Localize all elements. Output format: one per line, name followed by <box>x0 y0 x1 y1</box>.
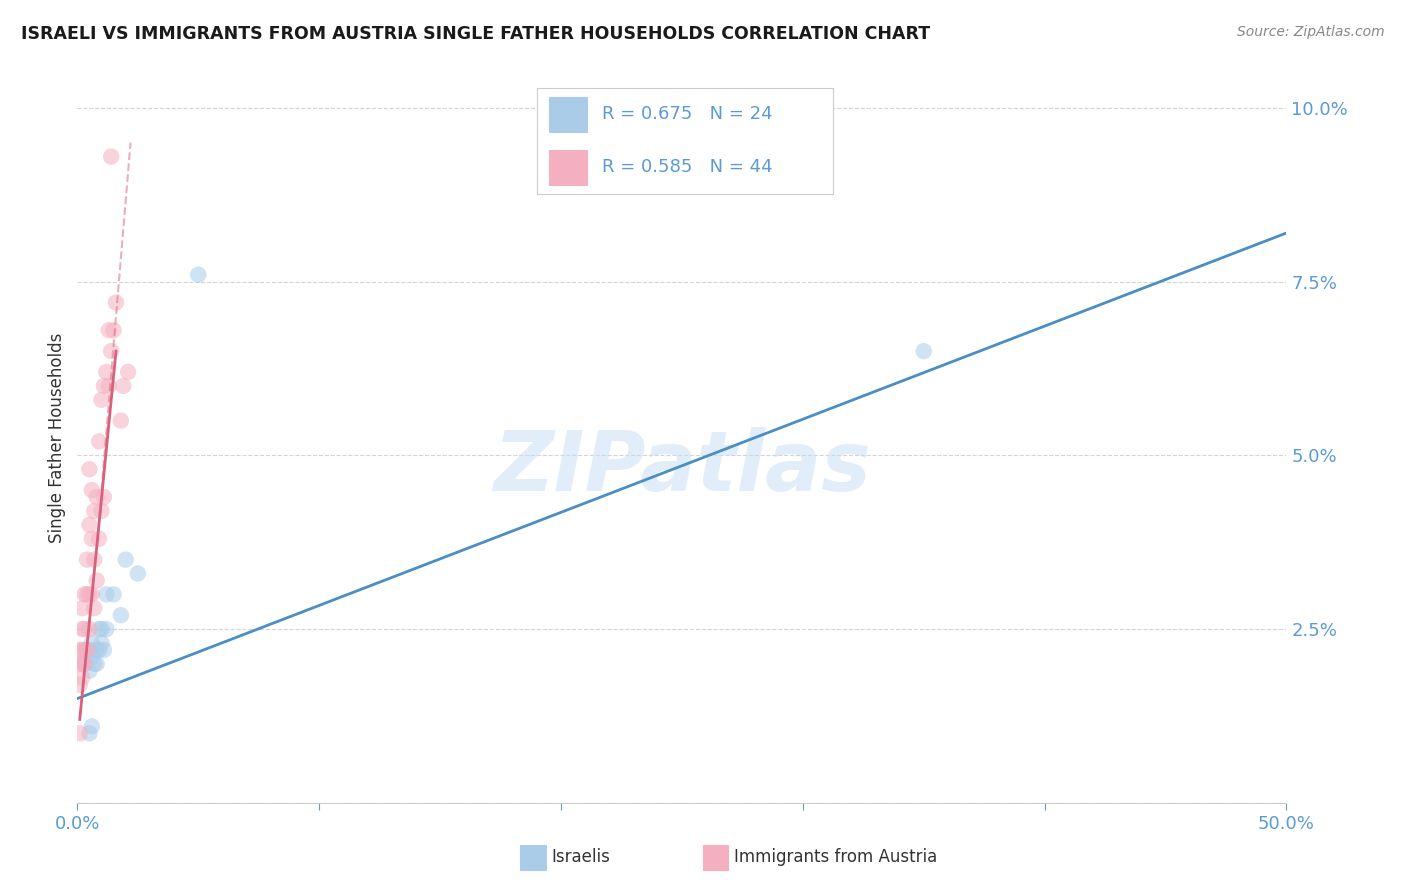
Text: ISRAELI VS IMMIGRANTS FROM AUSTRIA SINGLE FATHER HOUSEHOLDS CORRELATION CHART: ISRAELI VS IMMIGRANTS FROM AUSTRIA SINGL… <box>21 25 931 43</box>
Point <box>93 643 115 657</box>
Point <box>73 587 96 601</box>
Point <box>86 490 108 504</box>
Point <box>69 678 91 692</box>
Point <box>112 379 135 393</box>
Text: Source: ZipAtlas.com: Source: ZipAtlas.com <box>1237 25 1385 39</box>
Point <box>73 657 96 671</box>
Point <box>76 643 98 657</box>
Point <box>76 552 98 566</box>
Point <box>912 344 935 359</box>
Point <box>69 643 91 657</box>
Point <box>97 379 120 393</box>
Point <box>187 268 209 282</box>
Point <box>79 587 101 601</box>
Point <box>80 649 103 664</box>
Text: Israelis: Israelis <box>551 848 610 866</box>
Point <box>87 434 110 449</box>
Text: Immigrants from Austria: Immigrants from Austria <box>734 848 938 866</box>
Point <box>90 636 112 650</box>
Point <box>100 149 122 163</box>
Point <box>103 323 125 337</box>
Point <box>79 664 101 678</box>
Point <box>105 295 128 310</box>
Point <box>96 587 118 601</box>
Point <box>79 726 101 740</box>
Point <box>83 657 105 671</box>
Text: ZIPatlas: ZIPatlas <box>494 426 870 508</box>
Point <box>87 532 110 546</box>
Y-axis label: Single Father Households: Single Father Households <box>48 333 66 543</box>
Point <box>70 671 93 685</box>
Point <box>80 483 103 497</box>
Point <box>90 504 112 518</box>
Point <box>83 504 105 518</box>
Point <box>70 601 93 615</box>
Point <box>70 622 93 636</box>
Point <box>69 657 91 671</box>
Point <box>79 462 101 476</box>
Point <box>76 587 98 601</box>
Point <box>100 344 122 359</box>
Point <box>103 587 125 601</box>
Point <box>86 574 108 588</box>
Point <box>83 552 105 566</box>
Point <box>117 365 139 379</box>
Point <box>93 490 115 504</box>
Point <box>80 587 103 601</box>
Point <box>97 323 120 337</box>
Point <box>70 657 93 671</box>
Point <box>80 636 103 650</box>
Point <box>80 719 103 733</box>
Point <box>87 643 110 657</box>
Point <box>79 643 101 657</box>
Point <box>86 643 108 657</box>
Point <box>110 608 132 623</box>
Point <box>73 643 96 657</box>
Point <box>83 601 105 615</box>
Point <box>90 392 112 407</box>
Point <box>73 657 96 671</box>
Point <box>80 532 103 546</box>
Point <box>76 643 98 657</box>
Point <box>127 566 149 581</box>
Point <box>73 622 96 636</box>
Point <box>79 517 101 532</box>
Point <box>90 622 112 636</box>
Point <box>87 622 110 636</box>
Point <box>110 414 132 428</box>
Point <box>70 643 93 657</box>
Point <box>96 365 118 379</box>
Point <box>93 379 115 393</box>
Point <box>96 622 118 636</box>
Point <box>79 622 101 636</box>
Point <box>114 552 136 566</box>
Point <box>69 726 91 740</box>
Point <box>86 657 108 671</box>
